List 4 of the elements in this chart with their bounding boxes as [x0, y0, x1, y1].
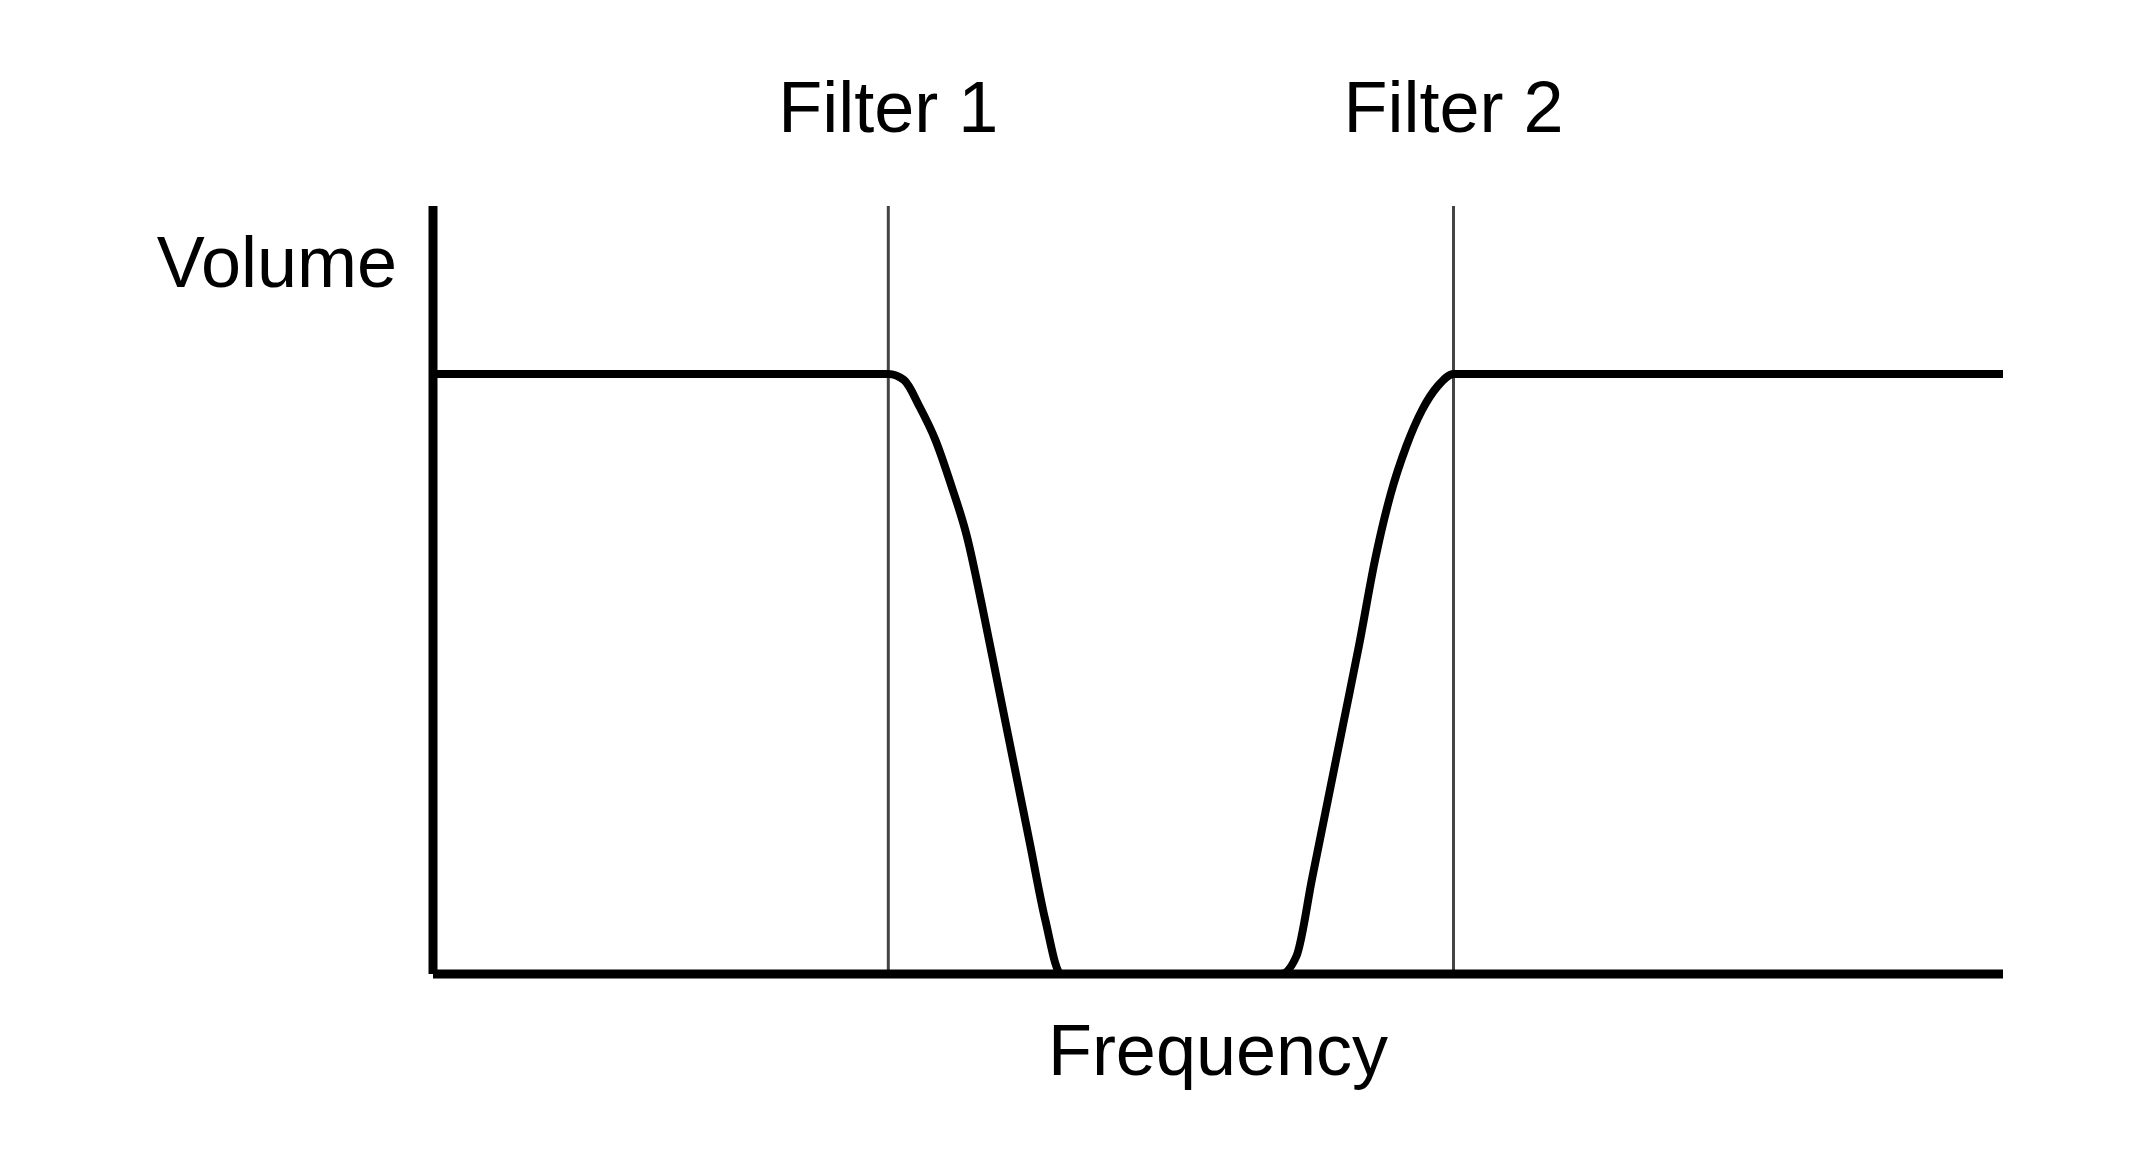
- text: Filter 2: [1343, 67, 1564, 147]
- text: Filter 1: [778, 67, 999, 147]
- x-axis-title: Frequency: [1047, 1010, 1389, 1090]
- y-axis-title: Volume: [156, 222, 397, 302]
